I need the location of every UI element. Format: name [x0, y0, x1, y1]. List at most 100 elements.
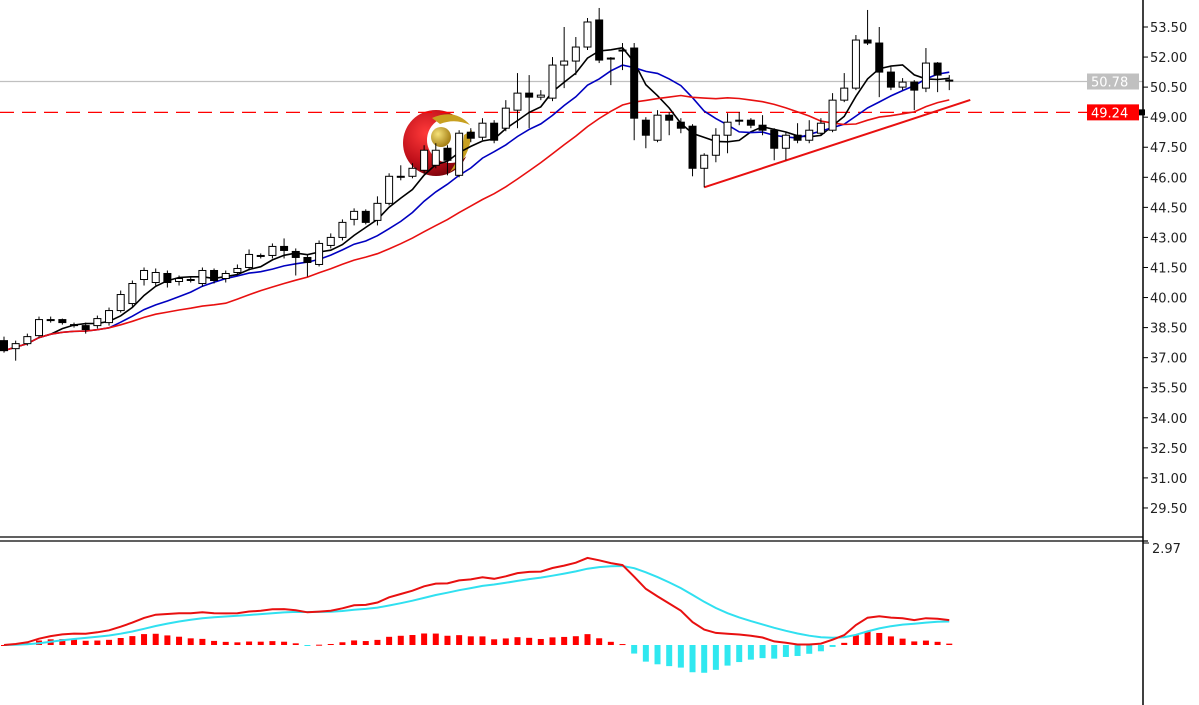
- candle-body: [560, 60, 569, 66]
- candle-body: [373, 202, 382, 221]
- candle-body: [641, 119, 650, 136]
- candle-body: [210, 269, 219, 282]
- y-tick-label: 53.50: [1150, 21, 1187, 36]
- candle: [898, 78, 907, 91]
- macd-histogram-bar: [106, 639, 113, 645]
- macd-histogram-bar: [911, 641, 918, 645]
- candle: [0, 336, 8, 353]
- candle-body: [630, 47, 639, 119]
- macd-histogram-bar: [421, 633, 428, 645]
- candle-body: [420, 149, 429, 171]
- candle: [431, 143, 440, 169]
- candle: [653, 110, 662, 143]
- candle: [291, 248, 300, 276]
- macd-histogram-bar: [467, 636, 474, 645]
- candle-body: [863, 39, 872, 44]
- macd-histogram-bar: [677, 645, 684, 668]
- y-tick-label: 43.00: [1150, 231, 1187, 246]
- macd-histogram-bar: [572, 636, 579, 645]
- candle-body: [875, 42, 884, 73]
- candle: [606, 57, 615, 86]
- y-tick-label: 35.50: [1150, 382, 1187, 397]
- candle-body: [595, 19, 604, 61]
- candle: [910, 80, 919, 111]
- candle: [676, 118, 685, 134]
- candle-body: [770, 129, 779, 149]
- macd-histogram-bar: [199, 638, 206, 645]
- candle-body: [408, 167, 417, 177]
- logo-gold-arc: [432, 114, 470, 125]
- candle-body: [828, 99, 837, 131]
- y-tick-label: 47.50: [1150, 141, 1187, 156]
- macd-histogram-bar: [934, 641, 941, 645]
- candle: [548, 57, 557, 102]
- macd-histogram-bar: [432, 633, 439, 645]
- candle: [361, 209, 370, 225]
- y-tick-label: 44.50: [1150, 201, 1187, 216]
- macd-histogram-bar: [409, 635, 416, 645]
- candle-body: [105, 310, 114, 324]
- candle-body: [443, 147, 452, 161]
- y-tick-label: 32.50: [1150, 442, 1187, 457]
- candle-body: [501, 107, 510, 129]
- macd-histogram-bar: [712, 645, 719, 670]
- candle-body: [490, 122, 499, 141]
- candle: [303, 254, 312, 277]
- macd-histogram-bar: [141, 634, 148, 645]
- macd-histogram-bar: [899, 638, 906, 645]
- candle: [641, 117, 650, 149]
- price-label-box: [1087, 104, 1139, 121]
- candle: [221, 270, 230, 283]
- ma-5-line: [3, 46, 950, 352]
- candle-body: [781, 134, 790, 149]
- candle-body: [723, 121, 732, 136]
- candle: [350, 208, 359, 226]
- candle-body: [816, 122, 825, 134]
- macd-histogram-bar: [117, 638, 124, 645]
- candle: [385, 173, 394, 206]
- macd-histogram-bar: [59, 639, 66, 645]
- y-tick-label: 49.00: [1150, 111, 1187, 126]
- candle: [338, 219, 347, 241]
- candle: [746, 118, 755, 129]
- candle: [735, 112, 744, 126]
- macd-histogram-bar: [794, 645, 801, 656]
- candle-body: [198, 269, 207, 285]
- candle-body: [81, 325, 90, 331]
- macd-histogram-bar: [817, 645, 824, 652]
- macd-histogram-bar: [152, 633, 159, 645]
- candle-body: [70, 324, 79, 327]
- candle: [140, 267, 149, 286]
- candle: [455, 130, 464, 178]
- macd-histogram-bar: [1, 645, 7, 646]
- y-tick-label: 46.00: [1150, 171, 1187, 186]
- candle: [793, 123, 802, 144]
- candle-body: [233, 267, 242, 273]
- macd-histogram-bar: [281, 641, 288, 645]
- candle-body: [525, 92, 534, 98]
- candle-body: [116, 294, 125, 312]
- candle-body: [58, 319, 67, 324]
- candle-body: [315, 242, 324, 265]
- candle-body: [851, 39, 860, 89]
- candle-body: [431, 149, 440, 166]
- candle-body: [35, 319, 44, 337]
- candle: [525, 75, 534, 129]
- macd-histogram-bar: [502, 638, 509, 645]
- candle-body: [291, 250, 300, 258]
- candle-body: [910, 81, 919, 91]
- macd-histogram-bar: [339, 642, 346, 645]
- candle-body: [256, 254, 265, 257]
- macd-histogram-bar: [94, 640, 101, 645]
- candle: [840, 73, 849, 103]
- candle-body: [618, 49, 627, 52]
- candle: [163, 270, 172, 288]
- macd-histogram-bar: [736, 645, 743, 663]
- candle: [233, 264, 242, 276]
- candle-body: [245, 253, 254, 268]
- candle-body: [746, 119, 755, 126]
- candle: [828, 93, 837, 133]
- macd-histogram-bar: [619, 644, 626, 646]
- candle: [35, 316, 44, 338]
